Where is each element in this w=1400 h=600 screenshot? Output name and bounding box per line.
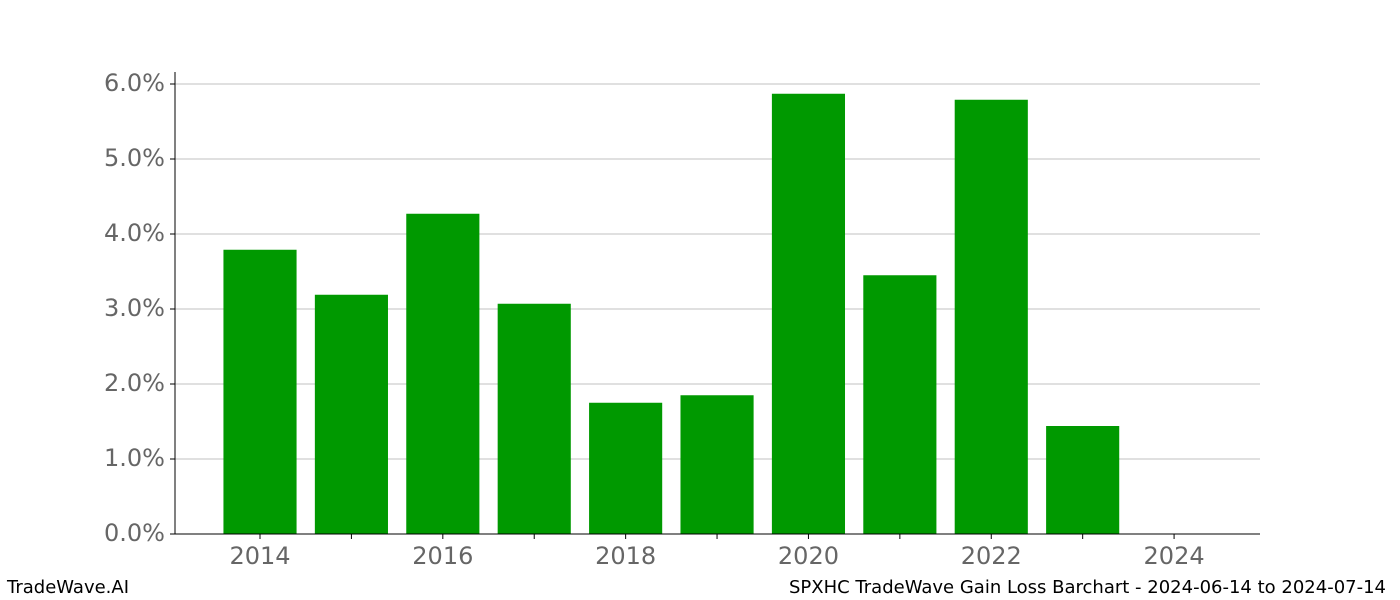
y-tick-label: 2.0%	[104, 369, 165, 397]
y-tick-label: 0.0%	[104, 519, 165, 547]
y-tick-label: 6.0%	[104, 69, 165, 97]
y-tick-label: 5.0%	[104, 144, 165, 172]
bar	[863, 275, 937, 534]
bar	[589, 402, 663, 534]
x-tick-label: 2014	[229, 542, 290, 570]
y-tick-label: 3.0%	[104, 294, 165, 322]
bar	[223, 249, 297, 534]
x-tick-label: 2022	[961, 542, 1022, 570]
x-tick-label: 2020	[778, 542, 839, 570]
bar	[771, 93, 846, 534]
bar	[406, 213, 480, 534]
y-tick-label: 4.0%	[104, 219, 165, 247]
bar	[1046, 426, 1120, 534]
x-tick-label: 2018	[595, 542, 656, 570]
bar	[954, 99, 1028, 534]
bar	[497, 303, 571, 534]
y-tick-label: 1.0%	[104, 444, 165, 472]
watermark: TradeWave.AI	[6, 577, 129, 598]
bar	[314, 294, 388, 534]
chart-title: SPXHC TradeWave Gain Loss Barchart - 202…	[789, 577, 1386, 598]
bar	[680, 395, 754, 534]
x-tick-label: 2016	[412, 542, 473, 570]
x-tick-label: 2024	[1144, 542, 1205, 570]
